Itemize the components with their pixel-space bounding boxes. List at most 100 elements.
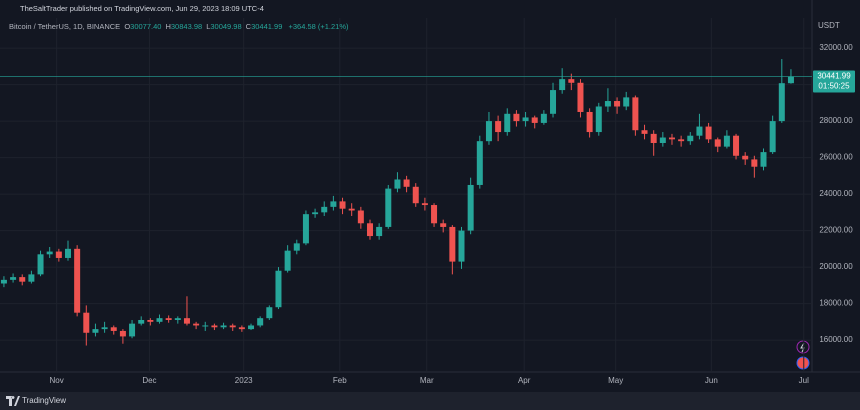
candle-body — [440, 223, 447, 227]
candle-body — [229, 325, 236, 328]
candle-body — [495, 121, 502, 133]
candle-body — [284, 250, 291, 271]
candle-body — [101, 327, 108, 330]
candle-body — [769, 121, 776, 153]
x-tick-label: Nov — [50, 376, 64, 385]
price-tag-label: 30441.99 — [817, 72, 851, 81]
candle-body — [787, 76, 794, 84]
candle-body — [147, 319, 154, 322]
candle-body — [421, 203, 428, 206]
candle-body — [165, 318, 172, 320]
candle-body — [733, 135, 740, 156]
candle-body — [275, 270, 282, 308]
ohlc-key: L — [206, 22, 211, 31]
candle-body — [559, 79, 566, 91]
candle-body — [696, 126, 703, 136]
candle-body — [522, 117, 529, 122]
chart: USDT 16000.00 18000.00 20000.00 22000.00 240… — [0, 0, 860, 392]
candle-body — [10, 277, 17, 280]
candle-body — [650, 133, 657, 143]
logo — [6, 396, 20, 406]
candle-body — [238, 327, 245, 330]
candle-body — [513, 113, 520, 122]
y-tick-label: 26000.00 — [819, 153, 853, 162]
event-icon[interactable] — [796, 340, 810, 354]
price-axis — [812, 0, 860, 392]
candle-body — [55, 251, 62, 258]
candle-body — [339, 201, 346, 209]
candle-body — [504, 113, 511, 133]
currency-box — [813, 18, 859, 32]
candle-body — [723, 135, 730, 147]
candle-body — [357, 210, 364, 224]
candle-body — [257, 318, 264, 326]
y-tick-label: 18000.00 — [819, 299, 853, 308]
candle-body — [220, 325, 227, 328]
candle-body — [668, 137, 675, 140]
candle-body — [348, 208, 355, 211]
x-tick-label: Apr — [518, 376, 531, 385]
candle-body — [0, 279, 7, 284]
candle-body — [431, 205, 438, 224]
candle-body — [37, 254, 44, 275]
candle-body — [568, 79, 575, 83]
y-tick-label: 16000.00 — [819, 335, 853, 344]
brand: TradingView — [22, 396, 67, 405]
candle-body — [531, 117, 538, 123]
x-tick-label: Jun — [705, 376, 718, 385]
currency: USDT — [818, 21, 840, 30]
candle-body — [19, 277, 26, 282]
candle-body — [385, 188, 392, 227]
candle-body — [183, 318, 190, 324]
candle-body — [366, 223, 373, 237]
candle-body — [156, 318, 163, 322]
candle-body — [403, 179, 410, 187]
ohlc-key: H — [165, 22, 171, 31]
ohlc-value: 30049.98 — [210, 22, 242, 31]
y-tick-label: 32000.00 — [819, 43, 853, 52]
y-tick-label: 28000.00 — [819, 116, 853, 125]
candle-body — [485, 121, 492, 142]
candle-body — [376, 226, 383, 237]
candle-body — [687, 135, 694, 142]
candle-body — [119, 330, 126, 337]
candle-body — [46, 251, 53, 255]
candle-body — [129, 323, 136, 337]
candle-body — [586, 111, 593, 133]
candle-body — [632, 97, 639, 131]
candle-body — [92, 329, 99, 333]
candle-body — [266, 307, 273, 319]
candle-body — [211, 325, 218, 328]
symbol: Bitcoin / TetherUS, 1D, BINANCE — [9, 22, 121, 31]
candle-body — [751, 159, 758, 167]
x-tick-label: Mar — [420, 376, 434, 385]
candle-body — [467, 184, 474, 231]
candle-body — [476, 141, 483, 185]
x-tick-label: Jul — [799, 376, 809, 385]
candle-body — [678, 139, 685, 142]
grid — [0, 18, 812, 372]
candle-body — [28, 274, 35, 282]
change: +364.58 (+1.21%) — [288, 22, 349, 31]
y-tick-label: 22000.00 — [819, 226, 853, 235]
y-tick-label: 20000.00 — [819, 262, 853, 271]
y-tick-label: 24000.00 — [819, 189, 853, 198]
candle-body — [394, 179, 401, 189]
candle-body — [760, 152, 767, 167]
ohlc-key: O — [124, 22, 131, 31]
x-tick-label: Feb — [333, 376, 347, 385]
candle-body — [641, 130, 648, 134]
candle-body — [705, 126, 712, 140]
ohlc-value: 30441.99 — [251, 22, 283, 31]
flag-icon[interactable] — [796, 356, 810, 370]
candle-body — [83, 312, 90, 333]
x-tick-label: Dec — [142, 376, 156, 385]
candle-body — [742, 155, 749, 160]
candle-body — [623, 97, 630, 107]
candle-body — [614, 101, 621, 107]
candle-body — [458, 230, 465, 262]
x-tick-label: 2023 — [235, 376, 253, 385]
candle-body — [577, 82, 584, 112]
candle-body — [604, 101, 611, 107]
